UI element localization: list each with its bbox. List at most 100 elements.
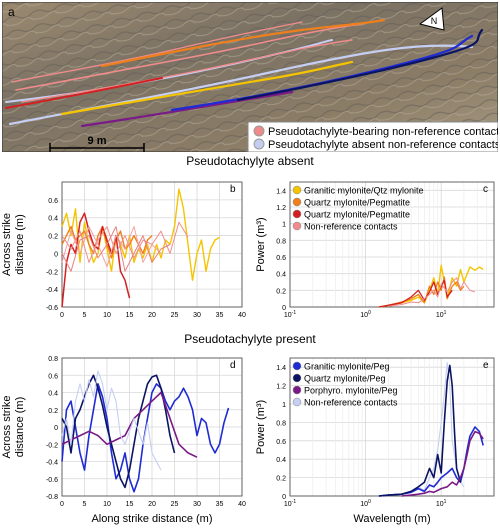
photo-legend: Pseudotachylyte-bearing non-reference co… — [247, 121, 498, 152]
x-tick-label: 0 — [60, 312, 64, 319]
y-tick-label: 1.2 — [276, 205, 286, 212]
series-line-0 — [61, 383, 230, 493]
legend-swatch — [292, 221, 302, 231]
y-tick-label: 0.2 — [276, 288, 286, 295]
y-tick-label: 1.2 — [276, 384, 286, 391]
y-tick-label: -0.2 — [46, 269, 58, 276]
x-tick-label: 15 — [126, 501, 134, 508]
x-tick-label: 35 — [216, 312, 224, 319]
y-tick-label: 1 — [282, 402, 286, 409]
series-line-2 — [378, 279, 453, 308]
panel-letter: d — [230, 360, 236, 371]
x-tick-label: 40 — [238, 312, 246, 319]
legend-label-pst-absent: Pseudotachylyte absent non-reference con… — [268, 139, 498, 151]
y-tick-label: 1 — [282, 222, 286, 229]
series-group — [61, 370, 230, 493]
x-tick-label: 10-1 — [284, 499, 296, 508]
y-tick-label: 0.8 — [276, 420, 286, 427]
x-tick-label: 40 — [238, 501, 246, 508]
caption-pst-absent: Pseudotachylyte absent — [186, 154, 314, 168]
chart-b: -0.6 -0.4 -0.2 0 0.2 0.4 0.6 0 5 10 15 20 25 30 35 40 b A… — [1, 181, 246, 319]
x-tick-label: 100 — [360, 499, 371, 508]
legend-label: Quartz mylonite/Peg — [304, 374, 386, 384]
chart-d: -0.8 -0.6 -0.4 -0.2 0 0.2 0.4 0.6 0.8 0 5 10 15 20 25 3… — [1, 356, 246, 525]
x-tick-label: 30 — [193, 312, 201, 319]
series-line-3 — [388, 277, 476, 307]
series-group — [61, 188, 220, 308]
y-tick-label: 0.6 — [276, 439, 286, 446]
y-tick-label: 1.4 — [276, 365, 286, 372]
y-axis-label: Across strikedistance (m) — [1, 213, 26, 276]
y-tick-label: -0.4 — [46, 460, 58, 467]
x-tick-label: 20 — [148, 312, 156, 319]
legend-label: Non-reference contacts — [304, 398, 398, 408]
x-tick-label: 10 — [103, 312, 111, 319]
y-tick-label: -0.2 — [46, 442, 58, 449]
y-tick-label: 0.6 — [276, 255, 286, 262]
x-tick-label: 25 — [171, 312, 179, 319]
y-tick-label: 0.8 — [276, 238, 286, 245]
legend-label: Non-reference contacts — [304, 222, 398, 232]
x-tick-label: 101 — [436, 310, 447, 319]
series-line-5 — [61, 226, 171, 272]
legend-swatch — [292, 209, 302, 219]
legend-swatch — [292, 197, 302, 207]
series-line-2 — [378, 364, 462, 497]
x-tick-label: 0 — [60, 501, 64, 508]
chart-e: 0 0.2 0.4 0.6 0.8 1 1.2 1.4 10-1 100 101 Granitic m… — [255, 357, 495, 525]
legend-label: Granitic mylonite/Qtz mylonite — [304, 186, 424, 196]
legend-label: Quartz mylonite/Pegmatite — [304, 210, 410, 220]
north-label: N — [431, 16, 438, 26]
x-tick-label: 101 — [436, 499, 447, 508]
series-line-1 — [378, 426, 484, 497]
panel-letter: c — [483, 184, 488, 195]
y-tick-label: 0.8 — [48, 356, 58, 363]
legend-label: Granitic mylonite/Peg — [304, 362, 390, 372]
series-line-2 — [61, 391, 198, 458]
y-tick-label: -0.6 — [46, 305, 58, 312]
y-tick-label: 1.4 — [276, 188, 286, 195]
grid — [61, 357, 243, 497]
y-tick-label: -0.8 — [46, 494, 58, 501]
series-line-3 — [401, 430, 484, 497]
y-tick-label: -0.6 — [46, 477, 58, 484]
series-line-0 — [378, 264, 484, 308]
series-line-4 — [61, 226, 162, 268]
x-tick-label: 5 — [83, 501, 87, 508]
caption-pst-present: Pseudotachylyte present — [184, 332, 316, 346]
y-axis-label: Power (m³) — [255, 217, 267, 271]
legend-swatch — [292, 361, 302, 371]
y-tick-label: 0 — [282, 305, 286, 312]
x-axis-label: Along strike distance (m) — [91, 513, 212, 525]
outcrop-photo: a N 9 m Pseudotachylyte-bearing non-refe… — [2, 2, 498, 152]
x-tick-label: 100 — [360, 310, 371, 319]
panel-letter: e — [483, 360, 489, 371]
series-group — [378, 362, 484, 497]
x-tick-label: 25 — [171, 501, 179, 508]
y-axis-label: Across strikedistance (m) — [1, 396, 26, 459]
y-tick-label: 0.4 — [48, 216, 58, 223]
panel-letter: b — [230, 184, 236, 195]
legend-label: Quartz mylonite/Pegmatite — [304, 198, 410, 208]
legend-swatch — [292, 185, 302, 195]
x-axis-label: Wavelength (m) — [353, 513, 430, 525]
y-tick-label: 0.4 — [276, 457, 286, 464]
legend-swatch — [292, 397, 302, 407]
y-tick-label: 0 — [54, 251, 58, 258]
legend-swatch-pst-bearing — [253, 125, 265, 137]
legend-swatch — [292, 373, 302, 383]
y-tick-label: 0.4 — [48, 391, 58, 398]
x-tick-label: 5 — [83, 312, 87, 319]
y-tick-label: 0.2 — [48, 234, 58, 241]
series-line-1 — [61, 374, 176, 489]
plot-frame — [289, 357, 495, 497]
x-tick-label: 20 — [148, 501, 156, 508]
y-tick-label: -0.4 — [46, 287, 58, 294]
y-tick-label: 0 — [282, 494, 286, 501]
scale-bar: 9 m — [49, 135, 145, 152]
series-group — [378, 264, 484, 308]
scale-label: 9 m — [88, 135, 107, 147]
plot-frame — [289, 181, 495, 308]
panel-a-letter: a — [8, 5, 15, 19]
y-tick-label: 0.4 — [276, 272, 286, 279]
